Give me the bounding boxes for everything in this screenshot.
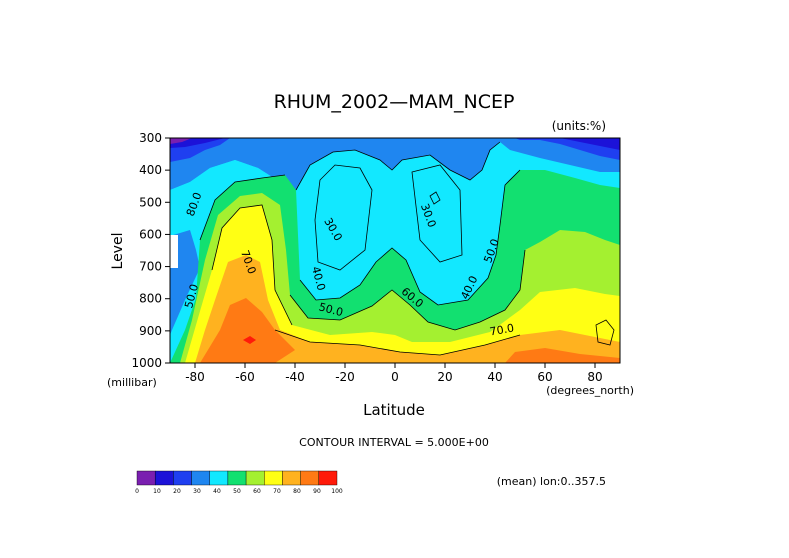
colorbar-label: 50 xyxy=(233,488,241,495)
x-tick-label: 60 xyxy=(537,370,552,384)
colorbar-swatch xyxy=(227,470,247,486)
colorbar-swatch xyxy=(282,470,301,486)
units-label: (units:%) xyxy=(552,119,606,133)
y-tick-label: 800 xyxy=(139,292,162,306)
contour-label: 40.0 xyxy=(309,265,328,292)
y-tick-label: 900 xyxy=(139,324,162,338)
colorbar-swatch xyxy=(264,470,283,486)
x-tick-label: -80 xyxy=(185,370,205,384)
band-white-gap xyxy=(170,235,178,268)
y-axis-label: Level xyxy=(110,233,126,270)
y-tick-label: 300 xyxy=(139,131,162,145)
contour-lines xyxy=(199,141,615,356)
y-axis-units: (millibar) xyxy=(107,376,157,389)
colorbar-label: 80 xyxy=(293,488,301,495)
contour-label: 70.0 xyxy=(489,321,515,338)
band-dark-blue xyxy=(170,138,620,150)
colorbar-label: 10 xyxy=(153,488,161,495)
x-tick-label: -40 xyxy=(285,370,305,384)
colorbar-swatch xyxy=(245,470,265,486)
y-tick-label: 1000 xyxy=(131,356,162,370)
colorbar: 0 10 20 30 40 50 60 70 80 90 100 xyxy=(135,470,343,495)
contour-label: 50.0 xyxy=(182,283,201,310)
colorbar-swatch xyxy=(173,470,192,486)
colorbar-swatch xyxy=(209,470,229,486)
x-tick-label: 40 xyxy=(487,370,502,384)
colorbar-swatch xyxy=(191,470,210,486)
x-tick-label: -20 xyxy=(335,370,355,384)
colorbar-swatch xyxy=(300,470,320,486)
colorbar-label: 0 xyxy=(135,488,139,495)
colorbar-label: 60 xyxy=(253,488,261,495)
colorbar-swatch xyxy=(154,470,174,486)
y-tick-label: 500 xyxy=(139,195,162,209)
x-tick-label: 0 xyxy=(391,370,399,384)
band-dark-orange xyxy=(200,298,620,363)
colorbar-label: 90 xyxy=(313,488,321,495)
x-tick-label: 20 xyxy=(437,370,452,384)
colorbar-label: 100 xyxy=(331,488,343,495)
colorbar-label: 70 xyxy=(273,488,281,495)
x-tick-label: 80 xyxy=(587,370,602,384)
contour-interval-text: CONTOUR INTERVAL = 5.000E+00 xyxy=(299,436,489,449)
y-tick-label: 600 xyxy=(139,227,162,241)
colorbar-swatch xyxy=(318,470,338,486)
colorbar-swatch xyxy=(136,470,156,486)
x-axis-units: (degrees_north) xyxy=(546,384,634,397)
band-red xyxy=(243,336,256,344)
y-tick-label: 700 xyxy=(139,260,162,274)
band-purple xyxy=(170,138,192,144)
x-axis: -80 -60 -40 -20 0 20 40 60 80 xyxy=(185,363,603,384)
y-tick-label: 400 xyxy=(139,163,162,177)
contour-plot-area: 80.070.050.030.040.050.030.060.0 40.050.0… xyxy=(170,138,620,363)
contour-label: 50.0 xyxy=(317,300,344,319)
x-axis-label: Latitude xyxy=(363,401,425,419)
band-yellow xyxy=(185,205,620,363)
x-tick-label: -60 xyxy=(235,370,255,384)
colorbar-label: 30 xyxy=(193,488,201,495)
mean-longitude-text: (mean) lon:0..357.5 xyxy=(497,475,606,488)
chart-title: RHUM_2002—MAM_NCEP xyxy=(274,91,515,113)
colorbar-label: 20 xyxy=(173,488,181,495)
y-axis: 300 400 500 600 700 800 900 1000 xyxy=(131,131,170,370)
colorbar-label: 40 xyxy=(213,488,221,495)
